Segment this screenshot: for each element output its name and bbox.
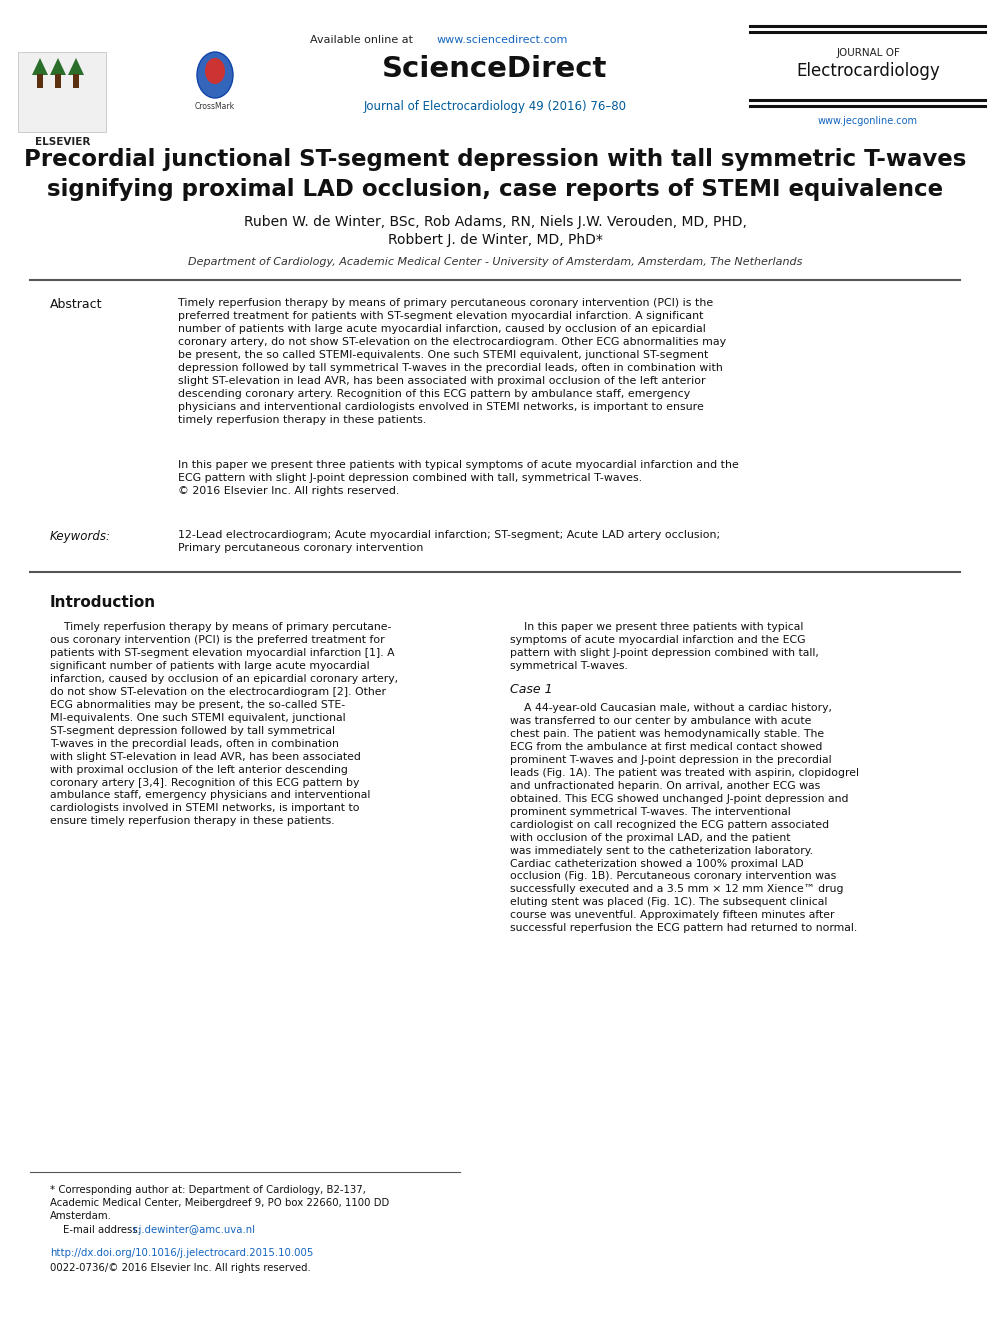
Text: Introduction: Introduction: [50, 595, 156, 610]
Text: 0022-0736/© 2016 Elsevier Inc. All rights reserved.: 0022-0736/© 2016 Elsevier Inc. All right…: [50, 1263, 311, 1272]
Bar: [37, 74, 43, 88]
Text: Precordial junctional ST-segment depression with tall symmetric T-waves: Precordial junctional ST-segment depress…: [24, 148, 966, 172]
Bar: [18, 51, 106, 132]
Text: Keywords:: Keywords:: [50, 531, 111, 543]
Polygon shape: [50, 58, 66, 75]
Text: JOURNAL OF: JOURNAL OF: [837, 48, 900, 58]
Text: Available online at: Available online at: [310, 36, 417, 45]
Text: ScienceDirect: ScienceDirect: [382, 55, 608, 83]
Text: r.j.dewinter@amc.uva.nl: r.j.dewinter@amc.uva.nl: [132, 1225, 255, 1236]
Text: Journal of Electrocardiology 49 (2016) 76–80: Journal of Electrocardiology 49 (2016) 7…: [363, 100, 627, 114]
Bar: [73, 74, 79, 88]
Text: Department of Cardiology, Academic Medical Center - University of Amsterdam, Ams: Department of Cardiology, Academic Medic…: [188, 257, 802, 267]
Text: Abstract: Abstract: [50, 298, 103, 312]
Text: E-mail address:: E-mail address:: [50, 1225, 145, 1236]
Ellipse shape: [197, 51, 233, 98]
Text: http://dx.doi.org/10.1016/j.jelectrocard.2015.10.005: http://dx.doi.org/10.1016/j.jelectrocard…: [50, 1247, 314, 1258]
Text: In this paper we present three patients with typical
symptoms of acute myocardia: In this paper we present three patients …: [510, 622, 819, 671]
Text: * Corresponding author at: Department of Cardiology, B2-137,
Academic Medical Ce: * Corresponding author at: Department of…: [50, 1185, 389, 1221]
Ellipse shape: [205, 58, 225, 84]
Polygon shape: [68, 58, 84, 75]
Text: signifying proximal LAD occlusion, case reports of STEMI equivalence: signifying proximal LAD occlusion, case …: [47, 178, 943, 201]
Text: CrossMark: CrossMark: [195, 102, 235, 111]
Text: www.jecgonline.com: www.jecgonline.com: [818, 116, 918, 125]
Text: Case 1: Case 1: [510, 682, 552, 696]
Text: Ruben W. de Winter, BSc, Rob Adams, RN, Niels J.W. Verouden, MD, PHD,: Ruben W. de Winter, BSc, Rob Adams, RN, …: [244, 215, 746, 228]
Text: www.sciencedirect.com: www.sciencedirect.com: [437, 36, 568, 45]
Text: 12-Lead electrocardiogram; Acute myocardial infarction; ST-segment; Acute LAD ar: 12-Lead electrocardiogram; Acute myocard…: [178, 531, 720, 553]
Polygon shape: [32, 58, 48, 75]
Text: A 44-year-old Caucasian male, without a cardiac history,
was transferred to our : A 44-year-old Caucasian male, without a …: [510, 704, 859, 933]
Text: ELSEVIER: ELSEVIER: [36, 137, 91, 147]
Text: Electrocardiology: Electrocardiology: [796, 62, 940, 81]
Text: Robbert J. de Winter, MD, PhD*: Robbert J. de Winter, MD, PhD*: [387, 234, 603, 247]
Text: Timely reperfusion therapy by means of primary percutaneous coronary interventio: Timely reperfusion therapy by means of p…: [178, 298, 726, 425]
Text: In this paper we present three patients with typical symptoms of acute myocardia: In this paper we present three patients …: [178, 459, 739, 496]
Bar: [55, 74, 61, 88]
Text: Timely reperfusion therapy by means of primary percutane-
ous coronary intervent: Timely reperfusion therapy by means of p…: [50, 622, 398, 826]
